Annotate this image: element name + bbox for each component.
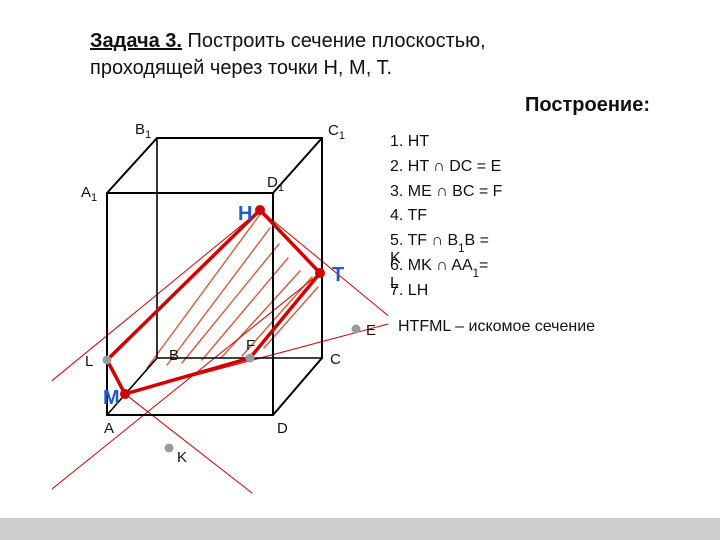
construction-heading: Построение: — [525, 94, 650, 117]
svg-text:D: D — [277, 420, 288, 437]
svg-text:A1: A1 — [81, 184, 97, 204]
step-line: 2. HT ∩ DC = E — [390, 155, 502, 180]
svg-text:C1: C1 — [328, 122, 345, 142]
step-line: 5. TF ∩ B1B =K — [390, 229, 502, 254]
svg-text:L: L — [85, 353, 93, 370]
step-line: 1. HT — [390, 130, 502, 155]
svg-text:C: C — [330, 351, 341, 368]
svg-text:F: F — [246, 337, 255, 354]
svg-text:E: E — [366, 322, 376, 339]
svg-text:A: A — [104, 420, 114, 437]
step-line: 4. TF — [390, 204, 502, 229]
svg-text:Т: Т — [332, 264, 344, 286]
step-line: 3. ME ∩ BC = F — [390, 180, 502, 205]
problem-number: Задача 3. — [90, 30, 182, 52]
step-line: 6. MK ∩ AA1=L — [390, 254, 502, 279]
svg-text:B1: B1 — [135, 121, 151, 141]
footer-bar — [0, 518, 720, 540]
svg-text:М: М — [103, 387, 120, 409]
svg-text:B: B — [169, 347, 179, 364]
problem-title: Задача 3. Построить сечение плоскостью, … — [90, 28, 565, 82]
step-line: 7. LH — [390, 279, 502, 304]
construction-steps: 1. HT2. HT ∩ DC = E3. ME ∩ BC = F4. TF5.… — [390, 130, 502, 304]
svg-text:Н: Н — [238, 203, 252, 225]
section-diagram: ABCDA1B1C1D1EFKLНТМ — [52, 98, 388, 498]
svg-text:K: K — [177, 449, 187, 466]
result-text: HTFML – искомое сечение — [398, 318, 595, 336]
